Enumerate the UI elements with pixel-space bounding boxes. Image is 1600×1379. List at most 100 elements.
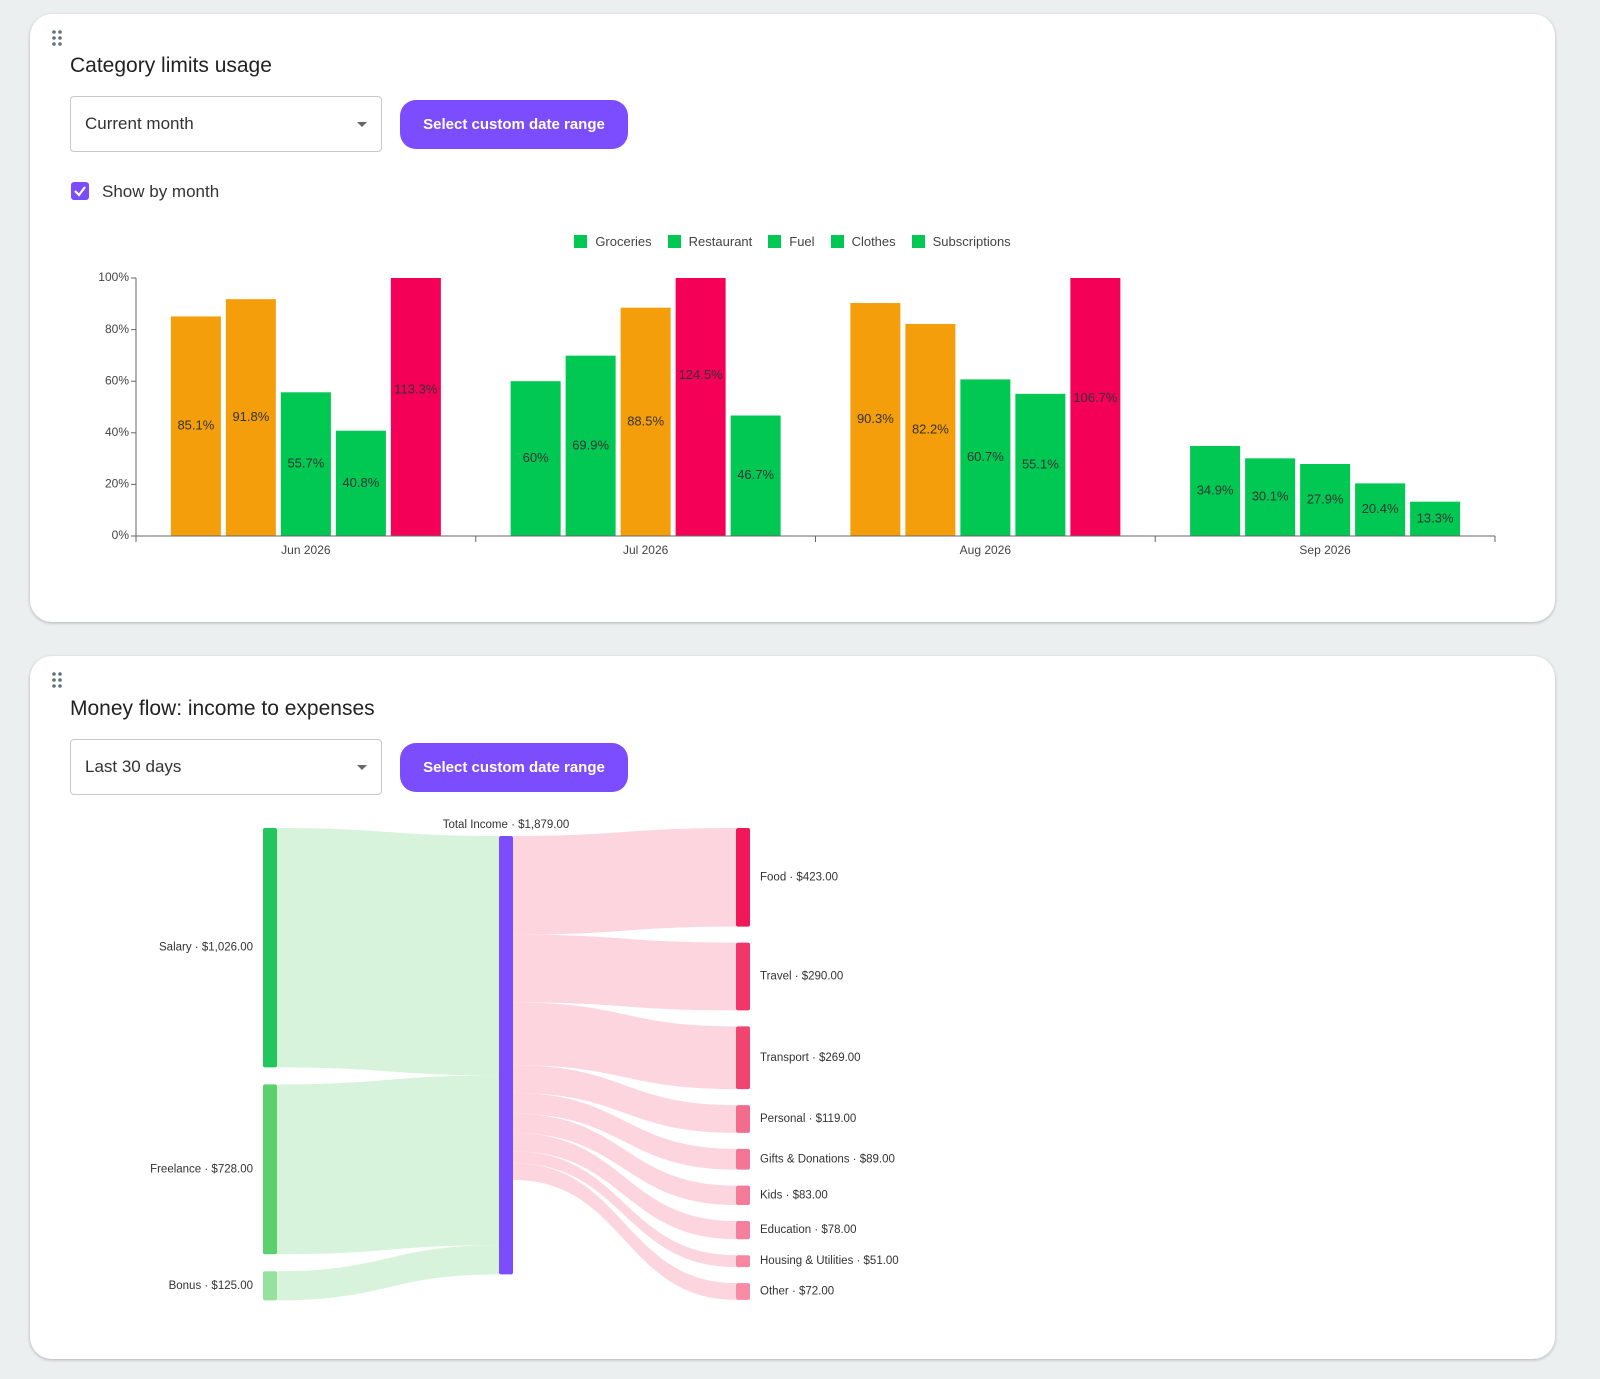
x-tick-label: Jul 2026	[623, 543, 669, 557]
x-tick-label: Sep 2026	[1299, 543, 1351, 557]
legend-swatch	[667, 235, 681, 248]
legend-item[interactable]: Clothes	[830, 234, 896, 249]
y-tick-label: 40%	[105, 425, 129, 439]
node-label: Personal · $119.00	[760, 1113, 856, 1125]
bar-value-label: 30.1%	[1252, 489, 1289, 504]
bar	[1300, 464, 1351, 536]
source-node	[263, 828, 277, 1068]
y-tick-label: 80%	[105, 322, 129, 336]
bar-value-label: 27.9%	[1307, 491, 1344, 506]
source-node	[263, 1084, 277, 1255]
node-label: Other · $72.00	[760, 1286, 834, 1298]
bar	[675, 278, 726, 537]
bar-value-label: 69.9%	[572, 437, 609, 452]
bar	[510, 381, 561, 536]
legend-label: Restaurant	[688, 234, 753, 249]
dropdown[interactable]: Current month	[70, 96, 382, 152]
bar	[730, 415, 781, 536]
card-title: Money flow: income to expenses	[70, 697, 375, 720]
bar	[565, 355, 616, 536]
target-node	[736, 1283, 750, 1300]
legend-swatch	[574, 235, 588, 248]
bar-value-label: 40.8%	[342, 475, 379, 490]
checkbox-label[interactable]: Show by month	[102, 182, 220, 201]
legend: Groceries Restaurant Fuel Clothes Subscripti…	[0, 234, 1585, 249]
target-node	[736, 1026, 750, 1090]
bar-value-label: 85.1%	[177, 418, 214, 433]
node-label: Education · $78.00	[760, 1224, 857, 1236]
total-node	[499, 836, 513, 1275]
bar-value-label: 13.3%	[1417, 510, 1454, 525]
button[interactable]: Select custom date range	[400, 100, 628, 149]
target-node	[736, 1185, 750, 1205]
node-label: Transport · $269.00	[760, 1052, 861, 1064]
target-node	[736, 1105, 750, 1133]
bar	[1070, 278, 1121, 536]
bar	[1410, 501, 1461, 536]
legend-item[interactable]: Fuel	[768, 234, 815, 249]
bar-value-label: 55.1%	[1022, 456, 1059, 471]
legend-label: Subscriptions	[932, 234, 1011, 249]
y-tick-label: 20%	[105, 477, 129, 491]
drag-handle[interactable]	[52, 30, 62, 46]
bar-value-label: 60.7%	[967, 449, 1004, 464]
node-label: Bonus · $125.00	[169, 1280, 253, 1292]
bar-value-label: 20.4%	[1362, 501, 1399, 516]
node-label: Gifts & Donations · $89.00	[760, 1153, 895, 1165]
legend-item[interactable]: Groceries	[574, 234, 652, 249]
bar-value-label: 113.3%	[394, 381, 438, 396]
target-node	[736, 1255, 750, 1268]
bar-value-label: 124.5%	[679, 367, 724, 382]
flow-link	[513, 828, 736, 935]
legend-swatch	[830, 235, 844, 248]
node-label: Travel · $290.00	[760, 971, 843, 983]
flow-link	[513, 1002, 736, 1090]
bar	[280, 392, 331, 536]
bar-value-label: 46.7%	[737, 467, 774, 482]
node-label: Total Income · $1,879.00	[443, 819, 570, 831]
y-tick-label: 100%	[98, 270, 129, 284]
flow-link	[513, 1092, 736, 1170]
bar-value-label: 90.3%	[857, 411, 894, 426]
bar	[225, 299, 276, 536]
node-label: Salary · $1,026.00	[159, 942, 253, 954]
legend-swatch	[911, 235, 925, 248]
bar-value-label: 34.9%	[1197, 482, 1234, 497]
bar-value-label: 88.5%	[627, 413, 664, 428]
flow-link	[277, 1075, 499, 1255]
legend-item[interactable]: Restaurant	[667, 234, 753, 249]
bar	[850, 303, 901, 536]
node-label: Kids · $83.00	[760, 1189, 828, 1201]
dropdown-value: Last 30 days	[85, 757, 182, 776]
dropdown[interactable]: Last 30 days	[70, 739, 382, 795]
bar	[1015, 393, 1066, 536]
drag-handle[interactable]	[52, 672, 62, 688]
bar	[960, 379, 1011, 536]
bar	[1355, 483, 1406, 536]
legend-swatch	[768, 235, 782, 248]
x-tick-label: Jun 2026	[281, 543, 331, 557]
legend-label: Clothes	[851, 234, 896, 249]
target-node	[736, 1220, 750, 1240]
legend-item[interactable]: Subscriptions	[911, 234, 1011, 249]
card-title: Category limits usage	[70, 54, 272, 77]
x-tick-label: Aug 2026	[960, 543, 1012, 557]
button[interactable]: Select custom date range	[400, 743, 628, 792]
bar-value-label: 91.8%	[232, 409, 269, 424]
bar	[335, 430, 386, 536]
target-node	[736, 1148, 750, 1170]
legend-label: Groceries	[595, 234, 652, 249]
flow-link	[513, 934, 736, 1011]
y-tick-label: 60%	[105, 373, 129, 387]
bar-value-label: 82.2%	[912, 421, 949, 436]
node-label: Freelance · $728.00	[150, 1163, 253, 1175]
bar	[170, 316, 221, 536]
bar-value-label: 55.7%	[287, 456, 324, 471]
node-label: Housing & Utilities · $51.00	[760, 1255, 899, 1267]
y-tick-label: 0%	[112, 528, 130, 542]
dropdown-value: Current month	[85, 114, 194, 133]
bar-value-label: 60%	[523, 450, 549, 465]
checkbox[interactable]	[71, 182, 89, 200]
